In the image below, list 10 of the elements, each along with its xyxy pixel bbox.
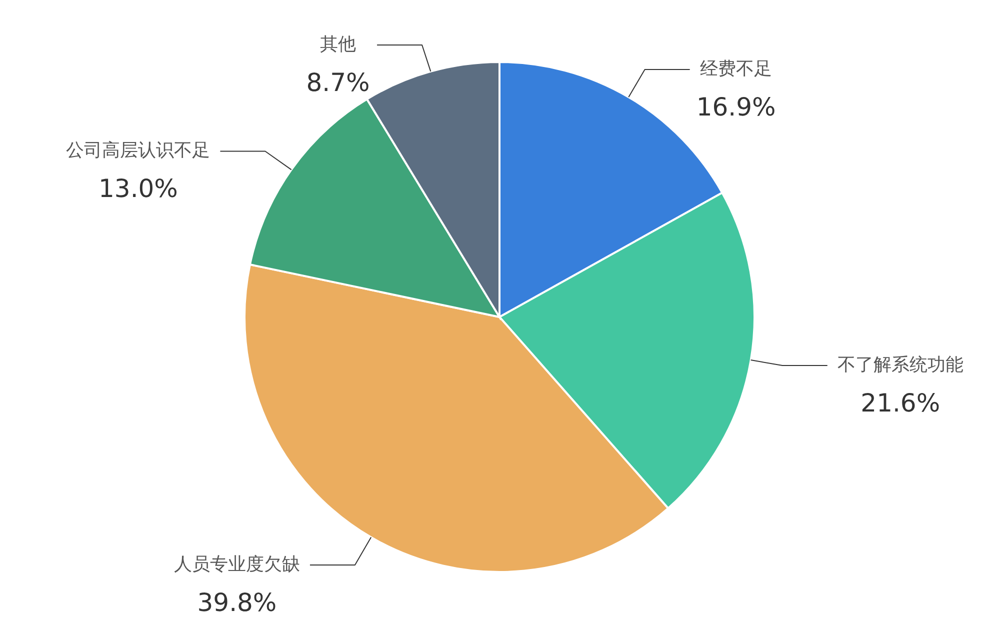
slice-label: 不了解系统功能	[837, 354, 964, 376]
data-label: 21.6%	[860, 388, 940, 418]
data-label: 39.8%	[197, 588, 277, 617]
data-label: 8.7%	[306, 68, 370, 97]
slice-label: 其他	[320, 34, 356, 55]
slice-label: 人员专业度欠缺	[174, 554, 300, 575]
data-label: 13.0%	[98, 174, 178, 204]
data-label: 16.9%	[696, 92, 776, 122]
slice-label: 经费不足	[700, 58, 772, 80]
slice-label: 公司高层认识不足	[66, 140, 210, 162]
